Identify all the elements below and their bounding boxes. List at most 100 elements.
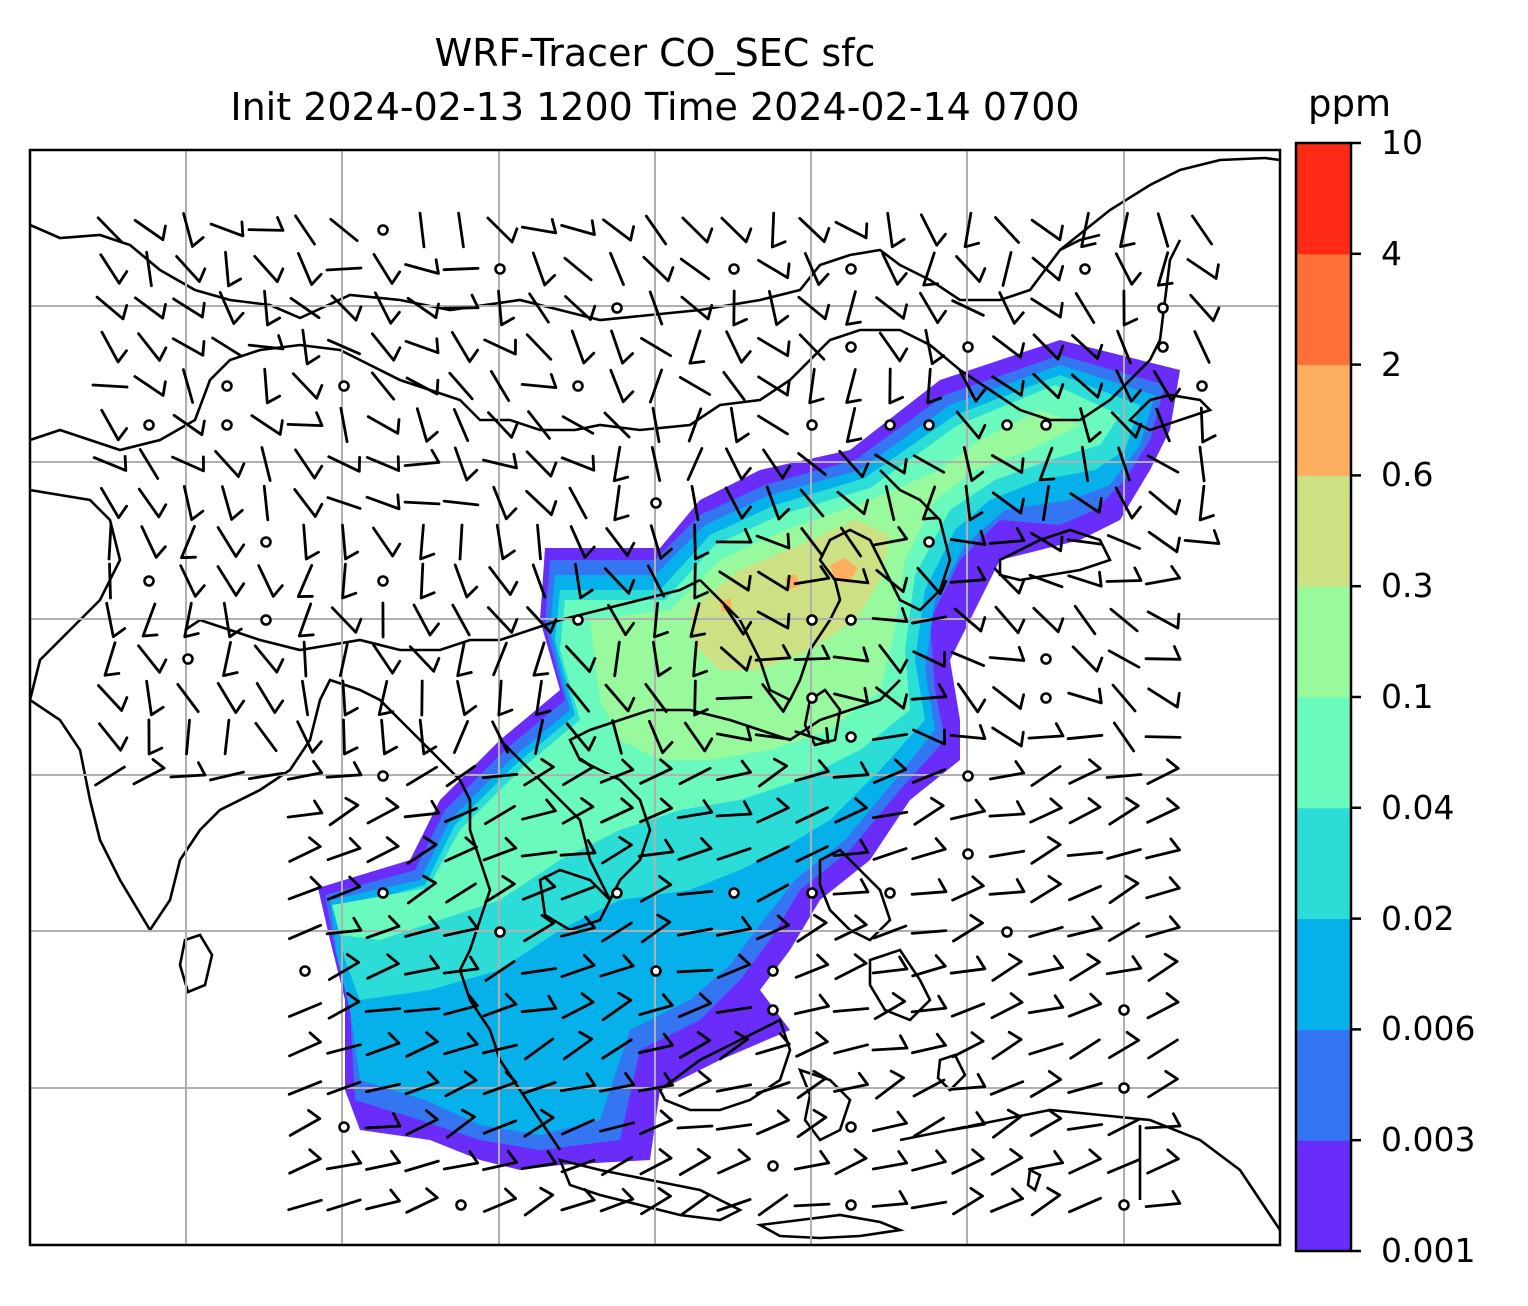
wind-barb <box>1198 484 1215 522</box>
wind-barb <box>639 1109 673 1136</box>
wind-barb <box>988 645 1026 662</box>
wind-barb <box>729 406 750 444</box>
wind-barb <box>650 446 662 482</box>
wind-barb <box>1116 329 1132 365</box>
calm-wind-marker <box>962 341 974 353</box>
wind-barb <box>565 683 591 713</box>
wind-barb <box>406 765 438 787</box>
wind-barb <box>1144 645 1182 661</box>
wind-barb <box>912 728 946 746</box>
wind-barb <box>342 718 359 756</box>
calm-wind-marker <box>1001 419 1013 431</box>
wind-barb <box>761 683 792 713</box>
wind-barb <box>364 1007 402 1013</box>
wind-barb <box>370 332 402 362</box>
wind-barb <box>263 289 282 327</box>
wind-barb <box>693 523 710 561</box>
wind-barb <box>491 720 509 754</box>
wind-barb <box>756 845 790 863</box>
wind-barb <box>612 445 630 483</box>
wind-barb <box>523 1108 555 1138</box>
wind-barb <box>458 523 464 561</box>
wind-barb <box>1080 211 1097 249</box>
wind-barb <box>1147 687 1181 709</box>
wind-barb <box>992 335 1025 359</box>
wind-barb <box>182 212 205 248</box>
wind-barb <box>105 601 127 639</box>
wind-barb <box>536 523 542 561</box>
wind-barb <box>1074 292 1096 324</box>
wind-barb <box>840 526 862 558</box>
wind-barb <box>297 252 323 286</box>
wind-barb <box>561 992 595 1020</box>
wind-barb <box>725 330 752 364</box>
wind-barb <box>209 770 245 782</box>
wind-barb <box>992 686 1025 710</box>
map-panel[interactable] <box>0 0 1290 1260</box>
wind-barb <box>949 955 987 975</box>
wind-barb <box>679 1193 711 1217</box>
wind-barb <box>1028 573 1064 589</box>
wind-barb <box>137 487 168 519</box>
coastlines <box>30 156 1280 1240</box>
wind-barb <box>560 1188 596 1212</box>
wind-barb <box>949 529 987 546</box>
wind-barb <box>1109 607 1139 633</box>
wind-barb <box>922 251 939 287</box>
wind-barb <box>1073 604 1097 636</box>
wind-barb <box>286 799 324 819</box>
wind-barb <box>1066 733 1104 741</box>
wind-barb <box>1155 407 1171 443</box>
calm-wind-marker <box>338 380 350 392</box>
wind-barb <box>1152 370 1181 402</box>
wind-barb <box>1146 797 1180 824</box>
calm-wind-marker <box>767 965 779 977</box>
wind-barb <box>793 1150 831 1171</box>
wind-barb <box>1067 992 1103 1018</box>
wind-barb <box>834 914 868 941</box>
wind-barb <box>989 1080 1025 1096</box>
colorbar-tick-label: 0.02 <box>1381 898 1455 938</box>
wind-barb <box>326 496 362 510</box>
wind-barb <box>532 641 550 677</box>
wind-barb <box>998 291 1025 325</box>
wind-barb <box>1038 446 1056 482</box>
wind-barb <box>301 328 321 366</box>
wind-barb <box>365 455 401 472</box>
wind-barb <box>910 1200 948 1210</box>
wind-barb <box>482 1149 518 1171</box>
wind-barb <box>560 953 596 978</box>
wind-barb <box>484 804 516 826</box>
wind-barb <box>288 1109 322 1137</box>
wind-barb <box>725 447 752 481</box>
wind-barb <box>325 761 363 779</box>
wind-barb <box>639 1148 673 1176</box>
wind-barb <box>253 644 285 674</box>
wind-barb <box>1067 1082 1103 1094</box>
wind-barb <box>288 923 322 941</box>
wind-barb <box>687 407 703 443</box>
wind-barb <box>325 266 363 272</box>
wind-barb <box>365 1082 401 1094</box>
wind-barb <box>676 927 714 937</box>
wind-barb <box>97 684 129 712</box>
wind-barb <box>693 562 709 600</box>
colorbar-band-4 <box>1296 143 1351 255</box>
wind-barb <box>715 800 753 818</box>
wind-barb <box>924 328 945 366</box>
wind-barb <box>1066 1123 1104 1131</box>
wind-barb <box>603 567 636 595</box>
wind-barb <box>718 1030 750 1061</box>
wind-barb <box>329 217 359 243</box>
wind-barb <box>1030 835 1062 865</box>
wind-barb <box>1068 1148 1102 1175</box>
wind-barb <box>833 686 869 704</box>
wind-barb <box>1108 874 1140 905</box>
wind-barb <box>341 523 360 561</box>
wind-barb <box>757 1193 789 1217</box>
wind-barb <box>484 960 516 982</box>
colorbar-tick-label: 0.003 <box>1381 1120 1476 1160</box>
wind-barb <box>988 800 1026 818</box>
wind-barb <box>871 733 909 741</box>
wind-barb <box>96 216 124 244</box>
